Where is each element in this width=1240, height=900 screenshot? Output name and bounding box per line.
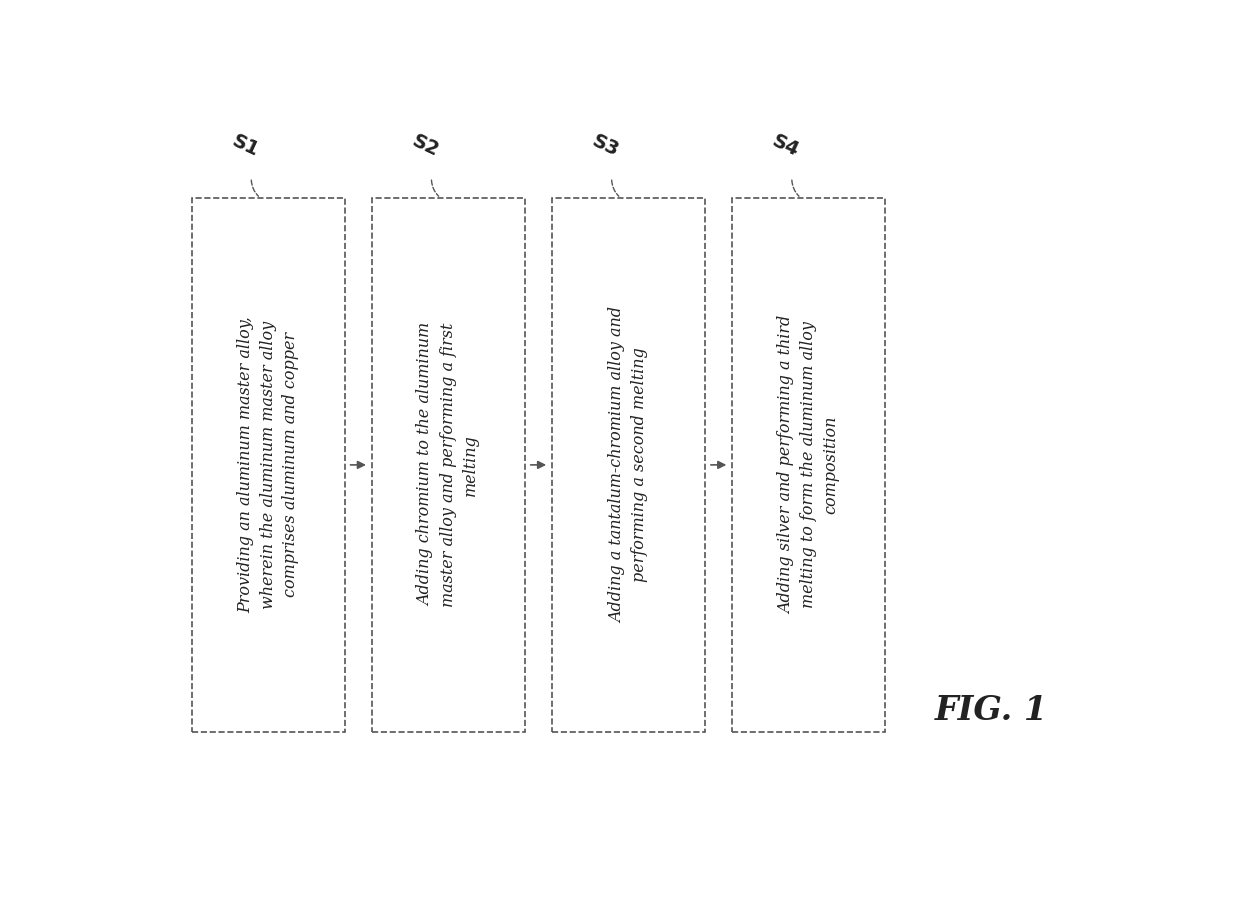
Bar bbox=[552, 198, 706, 732]
Bar bbox=[732, 198, 885, 732]
Text: S4: S4 bbox=[769, 131, 802, 160]
Text: Adding silver and performing a third
melting to form the aluminum alloy
composit: Adding silver and performing a third mel… bbox=[777, 316, 839, 614]
Bar bbox=[372, 198, 525, 732]
Bar bbox=[191, 198, 345, 732]
Text: S3: S3 bbox=[589, 131, 622, 160]
Text: FIG. 1: FIG. 1 bbox=[935, 695, 1048, 727]
Text: Adding chromium to the aluminum
master alloy and performing a first
melting: Adding chromium to the aluminum master a… bbox=[418, 323, 479, 608]
Text: S2: S2 bbox=[409, 131, 441, 160]
Text: Adding a tantalum-chromium alloy and
performing a second melting: Adding a tantalum-chromium alloy and per… bbox=[609, 307, 649, 623]
Text: Providing an aluminum master alloy,
wherein the aluminum master alloy
comprises : Providing an aluminum master alloy, wher… bbox=[237, 317, 299, 613]
Text: S1: S1 bbox=[228, 131, 262, 160]
